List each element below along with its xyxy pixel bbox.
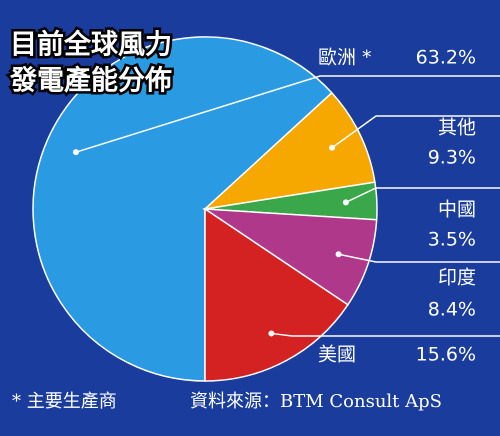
value-label: 15.6% [416, 344, 476, 366]
legend-label: 歐洲 * [318, 47, 372, 69]
footnote: * 主要生產商 [12, 391, 117, 412]
leader-dot [268, 330, 275, 337]
leader-dot [342, 199, 349, 206]
pie-slice [204, 207, 349, 382]
pie-slice [202, 208, 378, 306]
leader-dot [72, 149, 79, 156]
value-label: 8.4% [428, 299, 476, 321]
leader-line [271, 332, 500, 337]
pie-slice [32, 36, 333, 382]
chart-title-line: 目前全球風力 [10, 29, 172, 61]
value-label: 9.3% [428, 147, 476, 169]
legend-label: 其他 [438, 117, 476, 139]
leader-line [331, 115, 500, 149]
source: 資料來源：BTM Consult ApS [190, 391, 442, 412]
leader-dot [335, 251, 342, 258]
value-label: 63.2% [416, 47, 476, 69]
leader-line [75, 75, 500, 153]
leader-dot [329, 144, 336, 151]
pie [32, 36, 378, 382]
chart-title-line: 發電產能分佈 [9, 65, 172, 97]
value-label: 3.5% [428, 229, 476, 251]
pie-slice [202, 91, 376, 211]
leader-line [345, 187, 500, 204]
legend-label: 印度 [438, 267, 476, 289]
legend-label: 中國 [438, 199, 476, 221]
leader-line [338, 253, 500, 263]
legend-label: 美國 [318, 344, 356, 366]
